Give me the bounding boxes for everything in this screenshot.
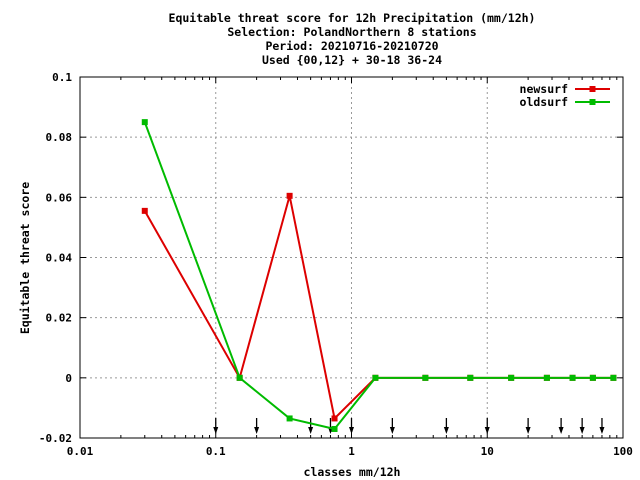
- threshold-arrow-head: [349, 427, 354, 434]
- x-tick-label: 1: [348, 445, 355, 458]
- threshold-arrow-head: [558, 427, 564, 434]
- title-line-4: Used {00,12} + 30-18 36-24: [262, 53, 442, 67]
- threshold-arrow-head: [254, 427, 260, 434]
- threshold-arrow-head: [599, 427, 605, 434]
- threshold-arrow-head: [525, 427, 531, 434]
- chart-title: Equitable threat score for 12h Precipita…: [169, 11, 536, 67]
- legend-marker-oldsurf: [589, 99, 596, 105]
- data-point-oldsurf: [236, 374, 243, 381]
- series-oldsurf: [141, 119, 617, 432]
- y-tick-label: 0.08: [46, 131, 73, 144]
- threshold-arrow: [308, 418, 314, 434]
- data-point-newsurf: [286, 192, 293, 199]
- threshold-arrow: [389, 418, 395, 434]
- threshold-arrow: [599, 418, 605, 434]
- y-tick-label: 0.02: [46, 312, 73, 325]
- data-point-oldsurf: [331, 425, 338, 432]
- title-line-2: Selection: PolandNorthern 8 stations: [227, 25, 476, 39]
- threshold-arrow-head: [308, 427, 314, 434]
- threshold-arrow: [443, 418, 449, 434]
- threshold-arrow: [484, 418, 490, 434]
- threshold-arrows: [213, 418, 605, 434]
- data-point-newsurf: [141, 207, 148, 214]
- threshold-arrow: [525, 418, 531, 434]
- y-tick-label: 0.06: [46, 191, 73, 204]
- threshold-arrow-head: [443, 427, 449, 434]
- threshold-arrow-head: [389, 427, 395, 434]
- data-point-oldsurf: [422, 374, 429, 381]
- data-point-oldsurf: [467, 374, 474, 381]
- threshold-arrow: [254, 418, 260, 434]
- threshold-arrow: [213, 418, 219, 434]
- grid: [80, 77, 623, 438]
- threshold-arrow: [579, 418, 585, 434]
- y-tick-label: 0.04: [46, 252, 73, 265]
- plot-series: [141, 119, 617, 432]
- y-tick-label: 0: [65, 372, 72, 385]
- threshold-arrow: [349, 418, 354, 434]
- data-point-oldsurf: [141, 119, 148, 126]
- legend-label-newsurf: newsurf: [520, 82, 569, 96]
- axis-ticks: 0.01 0.1 1 10 100 -0.02 0 0.02 0.04 0.06 0.08 0.1: [39, 71, 633, 458]
- y-tick-label: 0.1: [52, 71, 72, 84]
- threshold-arrow: [558, 418, 564, 434]
- threshold-arrow-head: [579, 427, 585, 434]
- x-tick-label: 0.1: [206, 445, 226, 458]
- data-point-oldsurf: [543, 374, 550, 381]
- threshold-arrow-head: [484, 427, 490, 434]
- data-point-oldsurf: [610, 374, 617, 381]
- data-point-oldsurf: [372, 374, 379, 381]
- data-point-newsurf: [331, 415, 338, 422]
- legend-label-oldsurf: oldsurf: [520, 95, 569, 109]
- x-axis-label: classes mm/12h: [304, 465, 401, 479]
- data-point-oldsurf: [508, 374, 515, 381]
- x-tick-label: 10: [481, 445, 494, 458]
- legend-marker-newsurf: [589, 86, 596, 92]
- data-point-oldsurf: [286, 415, 293, 422]
- y-axis-label: Equitable threat score: [18, 182, 32, 334]
- y-tick-label: -0.02: [39, 432, 72, 445]
- data-point-oldsurf: [589, 374, 596, 381]
- data-point-oldsurf: [569, 374, 576, 381]
- x-tick-label: 0.01: [67, 445, 94, 458]
- threshold-arrow-head: [213, 427, 219, 434]
- series-line-oldsurf: [143, 121, 614, 431]
- series-line-newsurf: [143, 195, 614, 421]
- x-tick-label: 100: [613, 445, 633, 458]
- title-line-1: Equitable threat score for 12h Precipita…: [169, 11, 536, 25]
- title-line-3: Period: 20210716-20210720: [265, 39, 438, 53]
